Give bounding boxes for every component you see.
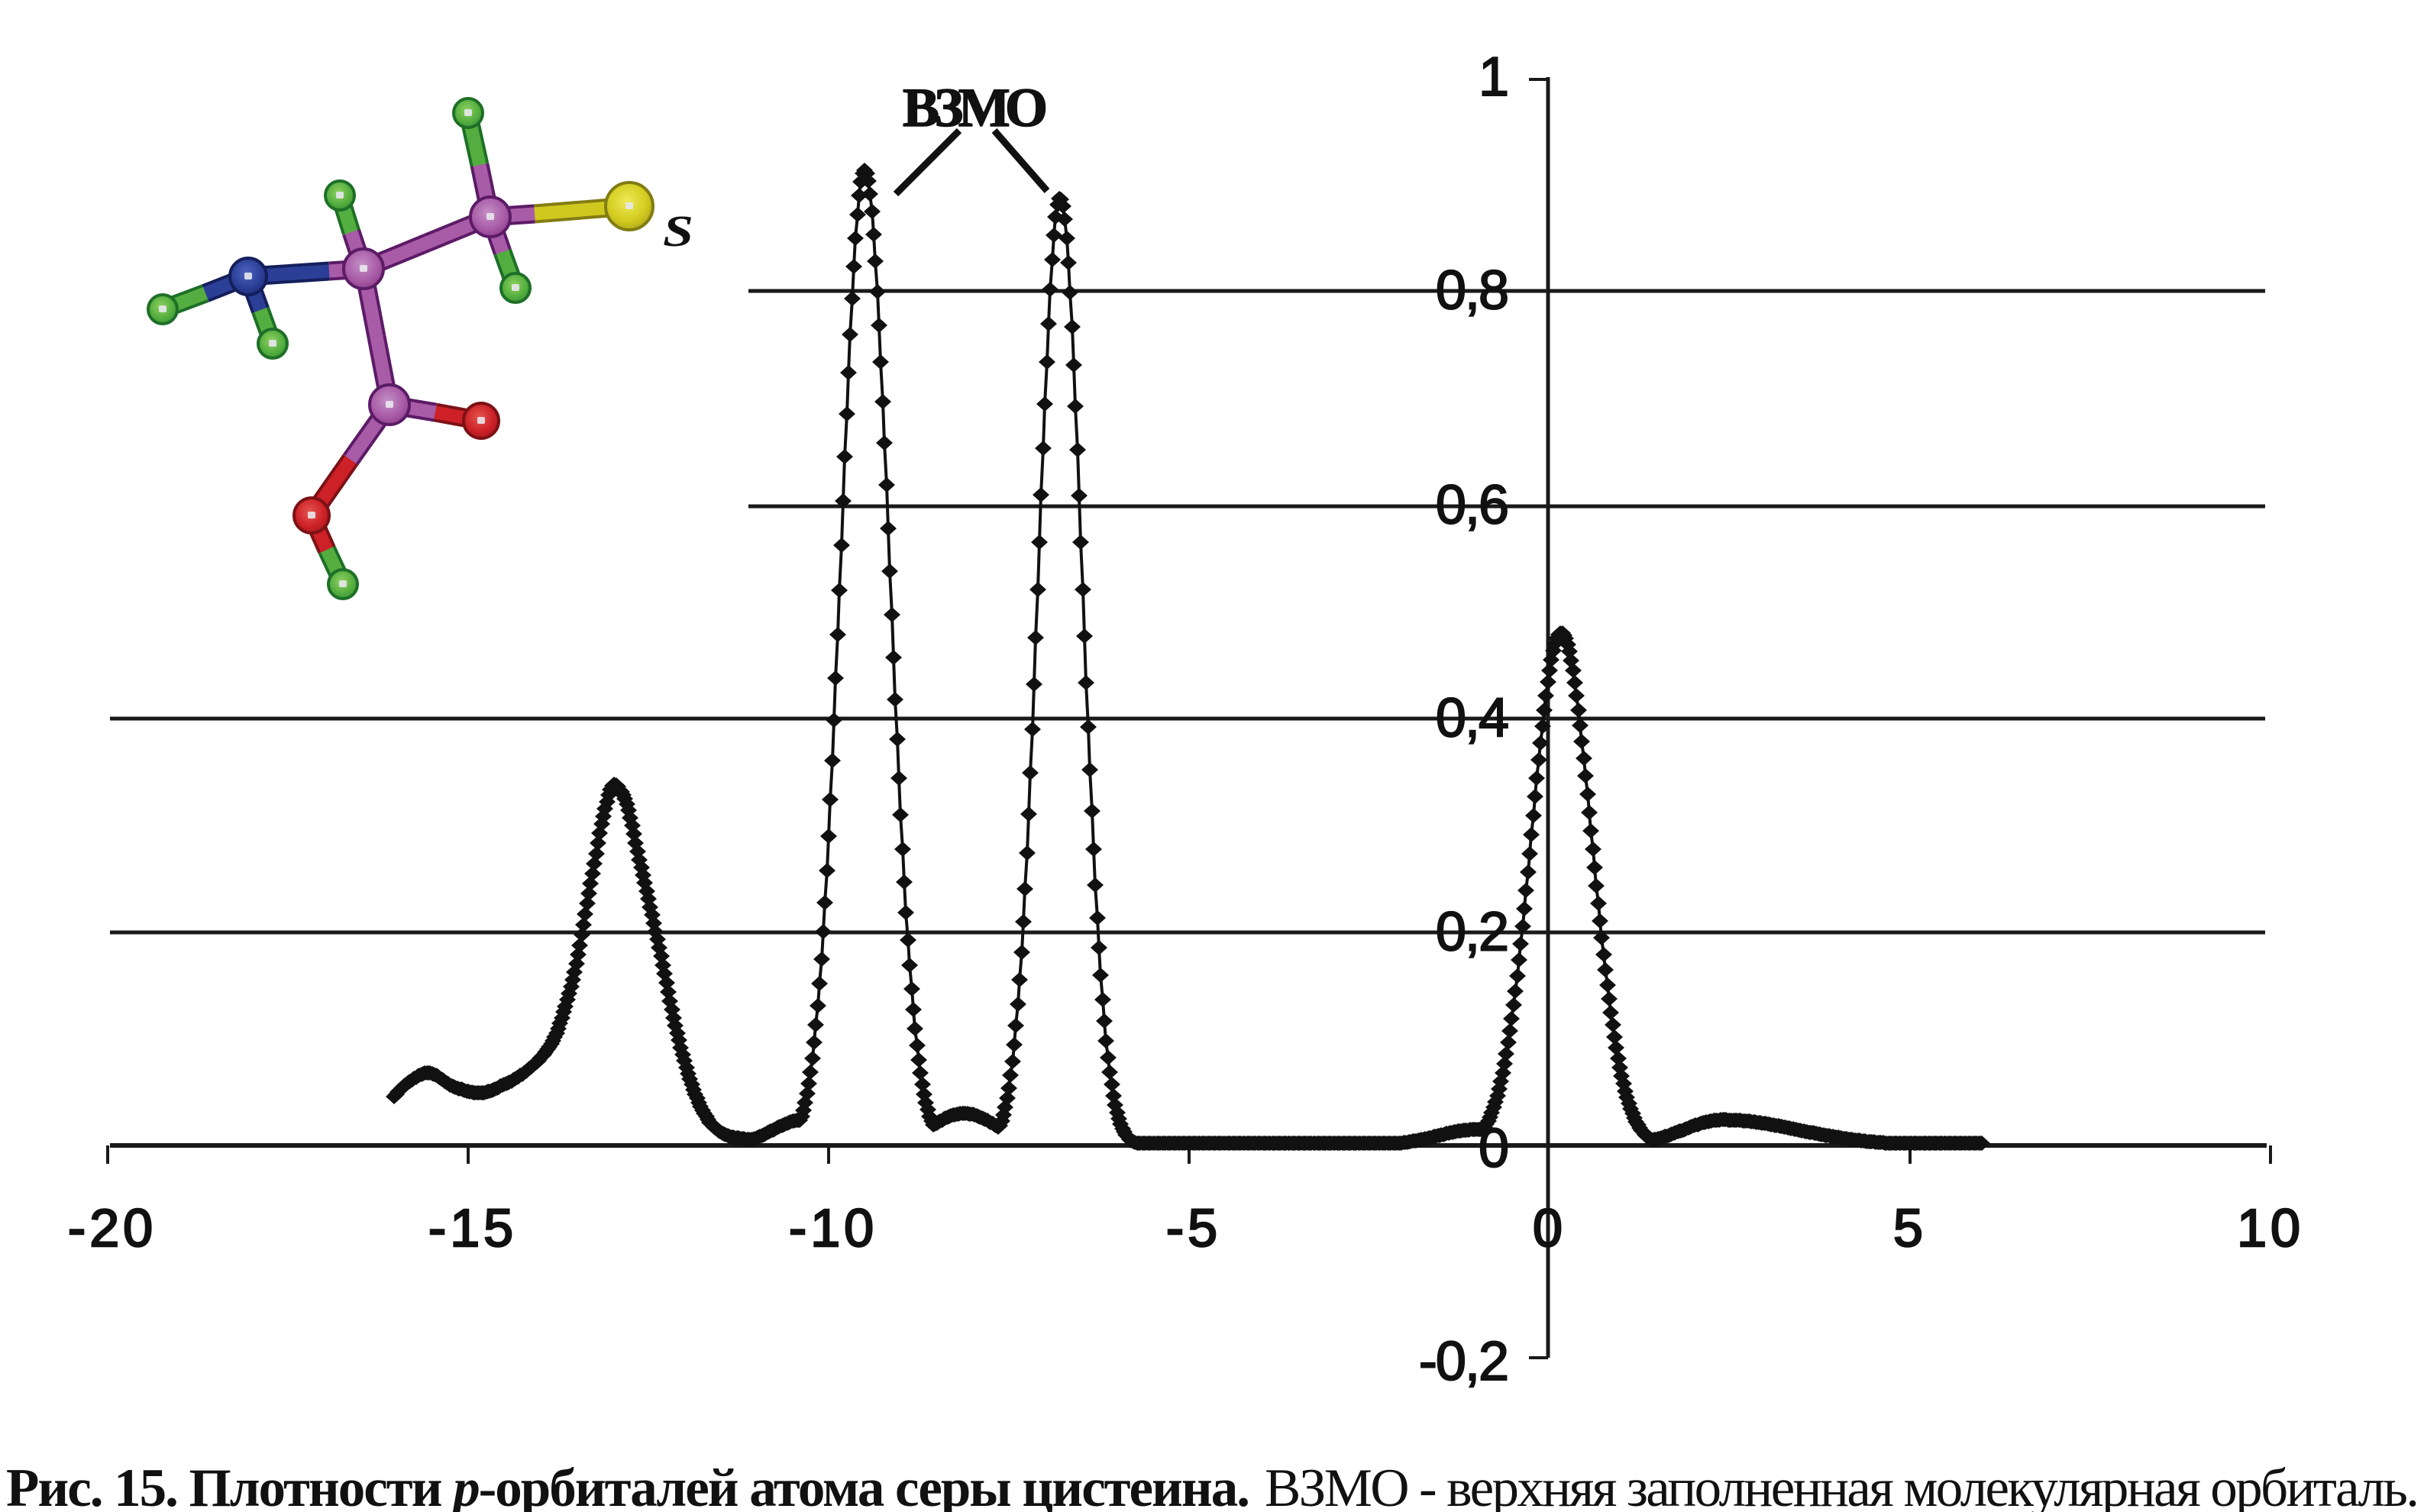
svg-text:10: 10 (2237, 1198, 2304, 1258)
svg-text:-20: -20 (68, 1198, 157, 1258)
svg-text:-0,2: -0,2 (1419, 1331, 1508, 1392)
svg-text:0,2: 0,2 (1436, 902, 1508, 963)
svg-text:0,8: 0,8 (1436, 260, 1508, 321)
svg-text:0,6: 0,6 (1436, 475, 1508, 536)
svg-text:-15: -15 (428, 1198, 517, 1258)
svg-text:0,4: 0,4 (1436, 688, 1508, 749)
svg-text:1: 1 (1479, 47, 1508, 108)
svg-text:ВЗМО - верхняя заполненная мол: ВЗМО - верхняя заполненная молекулярная … (1265, 1459, 2419, 1512)
svg-text:-10: -10 (789, 1198, 877, 1258)
svg-text:5: 5 (1893, 1198, 1927, 1258)
svg-text:0: 0 (1479, 1118, 1508, 1179)
svg-text:Рис. 15. Плотности р-орбиталей: Рис. 15. Плотности р-орбиталей атома сер… (6, 1459, 1250, 1512)
svg-text:-5: -5 (1166, 1198, 1221, 1258)
svg-text:S: S (663, 206, 693, 256)
svg-text:ВЗМО: ВЗМО (903, 77, 1048, 138)
svg-text:0: 0 (1533, 1198, 1566, 1258)
